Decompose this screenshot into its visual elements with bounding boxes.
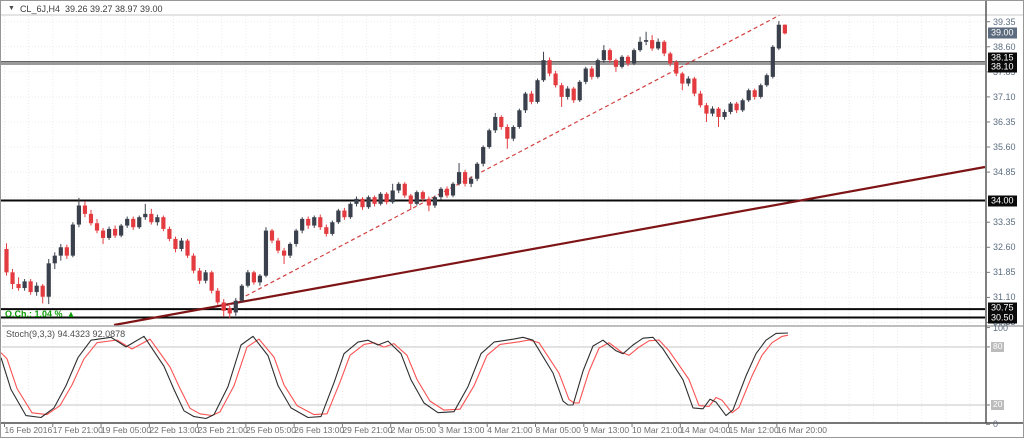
stochastic-signal-line bbox=[1, 334, 789, 417]
level-label-3075: 30.75 bbox=[988, 302, 1017, 314]
time-tick-label: 10 Mar 21:00 bbox=[632, 425, 683, 435]
time-tick-label: 22 Feb 13:00 bbox=[149, 425, 200, 435]
price-tick-label: 31.10 bbox=[993, 292, 1016, 303]
chart-title-bar: ▼ CL_6J,H4 39.26 39.27 38.97 39.00 bbox=[8, 3, 163, 14]
stoch-tick-label: 0 bbox=[993, 419, 999, 430]
price-tick-label: 31.85 bbox=[993, 267, 1016, 278]
time-tick-label: 15 Mar 12:00 bbox=[728, 425, 779, 435]
time-tick-label: 17 Feb 21:00 bbox=[52, 425, 103, 435]
time-tick-label: 26 Feb 13:00 bbox=[294, 425, 345, 435]
uptrend-dashed-trendline bbox=[220, 14, 781, 310]
time-tick-label: 2 Mar 05:00 bbox=[390, 425, 437, 435]
overnight-change-value: O.Ch.: 1.04 % bbox=[5, 309, 63, 319]
time-tick-label: 9 Mar 13:00 bbox=[583, 425, 630, 435]
time-tick-label: 25 Feb 05:00 bbox=[245, 425, 296, 435]
candlesticks bbox=[4, 21, 787, 319]
time-tick-label: 19 Feb 05:00 bbox=[101, 425, 152, 435]
time-tick-label: 14 Mar 04:00 bbox=[680, 425, 731, 435]
overnight-change-label: O.Ch.: 1.04 % ▲ bbox=[5, 309, 75, 319]
stoch-tick-label: 20 bbox=[991, 398, 1005, 410]
level-label-3815: 38.15 bbox=[988, 52, 1017, 63]
price-tick-label: 39.35 bbox=[993, 16, 1016, 27]
time-tick-label: 29 Feb 21:00 bbox=[342, 425, 393, 435]
chart-menu-dropdown-icon[interactable]: ▼ bbox=[8, 5, 15, 12]
time-tick-label: 23 Feb 21:00 bbox=[197, 425, 248, 435]
stochastic-indicator-label: Stoch(9,3,3) 94.4323 92.0878 bbox=[6, 329, 126, 339]
ohlc-quote-label: 39.26 39.27 38.97 39.00 bbox=[64, 3, 163, 14]
stoch-tick-label: 100 bbox=[993, 322, 1009, 333]
time-tick-label: 3 Mar 13:00 bbox=[438, 425, 485, 435]
time-tick-label: 8 Mar 05:00 bbox=[535, 425, 581, 435]
price-tick-label: 35.60 bbox=[993, 142, 1016, 153]
stoch-tick-label: 80 bbox=[991, 340, 1005, 352]
stochastic-main-line bbox=[1, 332, 789, 420]
uptrend-solid-trendline bbox=[113, 165, 986, 327]
price-tick-label: 37.10 bbox=[993, 91, 1016, 102]
level-label-3810: 38.10 bbox=[988, 61, 1017, 73]
current-price-label: 39.00 bbox=[988, 27, 1017, 39]
price-tick-label: 32.60 bbox=[993, 242, 1016, 253]
price-tick-label: 34.85 bbox=[993, 167, 1016, 178]
time-tick-label: 16 Feb 2016 bbox=[4, 425, 53, 435]
level-label-3050: 30.50 bbox=[988, 312, 1017, 323]
price-tick-label: 38.60 bbox=[993, 41, 1016, 52]
price-tick-label: 33.35 bbox=[993, 217, 1016, 228]
price-tick-label: 36.35 bbox=[993, 116, 1016, 127]
time-tick-label: 16 Mar 20:00 bbox=[776, 425, 827, 435]
level-label-3400: 34.00 bbox=[988, 195, 1017, 206]
time-tick-label: 4 Mar 21:00 bbox=[487, 425, 533, 435]
up-arrow-icon: ▲ bbox=[66, 309, 76, 319]
symbol-timeframe-label: CL_6J,H4 bbox=[19, 3, 60, 14]
